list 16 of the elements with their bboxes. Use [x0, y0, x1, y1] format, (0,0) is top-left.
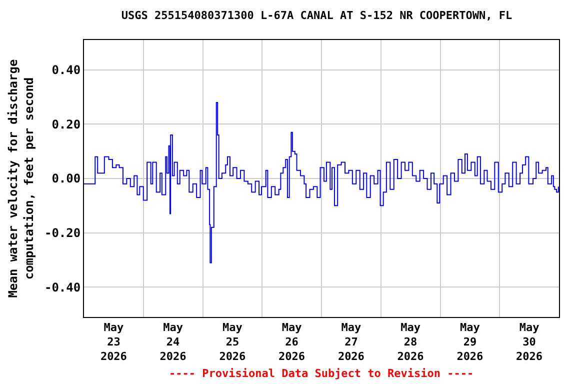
y-tick-label: 0.40 — [52, 63, 81, 78]
x-tick-label: May 27 2026 — [338, 321, 365, 363]
y-tick-label: -0.40 — [44, 280, 81, 294]
y-axis-title: Mean water velocity for discharge computation, feet per second — [6, 59, 36, 298]
x-tick-label: May 29 2026 — [456, 321, 484, 363]
x-tick-label: May 28 2026 — [397, 321, 424, 363]
text: ---- Provisional Data Subject to Revision ---- — [169, 367, 474, 380]
chart-title: USGS 255154080371300 L-67A CANAL AT S-152 NR COOPERTOWN, FL — [121, 9, 513, 22]
x-tick-label: May 25 2026 — [219, 321, 246, 363]
y-tick-label: -0.20 — [44, 226, 81, 240]
x-tick-label: May 26 2026 — [278, 321, 306, 363]
x-tick-label: May 24 2026 — [160, 321, 187, 363]
x-tick-label: May 23 2026 — [100, 321, 128, 363]
x-tick-label: May 30 2026 — [516, 321, 543, 363]
y-tick-label: 0.20 — [52, 117, 81, 132]
y-tick-label: 0.00 — [52, 172, 81, 186]
